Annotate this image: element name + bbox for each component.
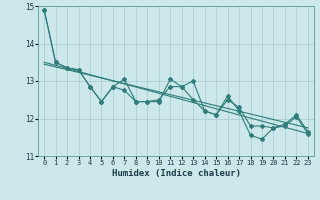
X-axis label: Humidex (Indice chaleur): Humidex (Indice chaleur) — [111, 169, 241, 178]
